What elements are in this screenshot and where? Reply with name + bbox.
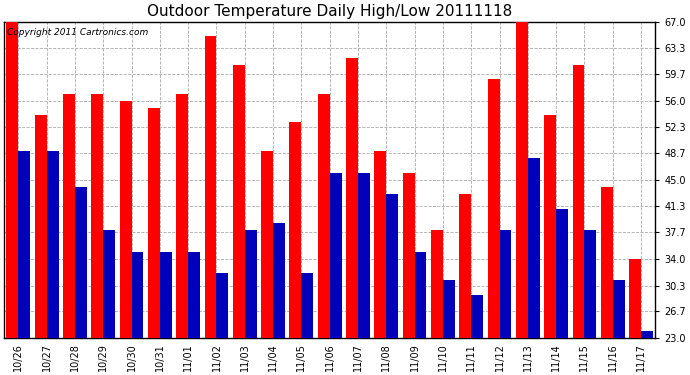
Bar [47,151,59,338]
Bar [34,115,47,338]
Bar [641,331,653,338]
Bar [318,94,330,338]
Bar [148,108,160,338]
Bar [556,209,568,338]
Bar [346,58,358,338]
Bar [471,295,483,338]
Bar [273,223,285,338]
Bar [19,151,30,338]
Bar [544,115,556,338]
Bar [460,194,471,338]
Bar [132,252,144,338]
Bar [488,79,500,338]
Bar [358,172,370,338]
Bar [443,280,455,338]
Bar [403,172,415,338]
Bar [431,230,443,338]
Bar [63,94,75,338]
Bar [330,172,342,338]
Bar [245,230,257,338]
Bar [91,94,103,338]
Title: Outdoor Temperature Daily High/Low 20111118: Outdoor Temperature Daily High/Low 20111… [147,4,512,19]
Text: Copyright 2011 Cartronics.com: Copyright 2011 Cartronics.com [8,28,148,37]
Bar [528,158,540,338]
Bar [302,273,313,338]
Bar [516,22,528,338]
Bar [386,194,398,338]
Bar [573,65,584,338]
Bar [217,273,228,338]
Bar [160,252,172,338]
Bar [233,65,245,338]
Bar [188,252,200,338]
Bar [629,259,641,338]
Bar [375,151,386,338]
Bar [119,101,132,338]
Bar [104,230,115,338]
Bar [176,94,188,338]
Bar [415,252,426,338]
Bar [500,230,511,338]
Bar [290,122,302,338]
Bar [584,230,596,338]
Bar [601,187,613,338]
Bar [262,151,273,338]
Bar [613,280,624,338]
Bar [6,22,19,338]
Bar [75,187,87,338]
Bar [204,36,217,338]
